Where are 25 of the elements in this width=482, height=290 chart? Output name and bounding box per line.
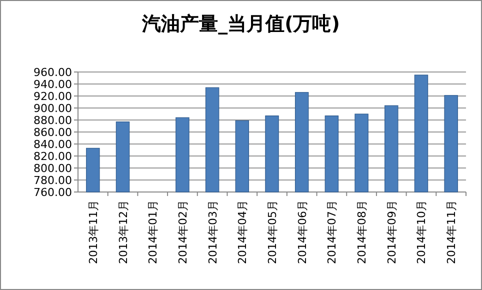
x-tick-label: 2013年11月 bbox=[86, 200, 100, 264]
y-tick-label: 940.00 bbox=[34, 78, 72, 91]
chart-title: 汽油产量_当月值(万吨) bbox=[141, 13, 340, 35]
x-tick-label: 2014年02月 bbox=[176, 200, 190, 264]
x-tick-label: 2014年07月 bbox=[326, 200, 339, 264]
y-tick-label: 780.00 bbox=[34, 174, 72, 187]
x-tick-label: 2014年03月 bbox=[206, 200, 220, 264]
x-tick-label: 2014年11月 bbox=[445, 200, 458, 264]
y-tick-label: 960.00 bbox=[34, 66, 72, 79]
y-tick-label: 840.00 bbox=[34, 138, 72, 151]
x-tick-label: 2014年09月 bbox=[385, 200, 398, 264]
y-tick-label: 800.00 bbox=[34, 162, 72, 175]
x-tick-label: 2013年12月 bbox=[116, 200, 130, 264]
y-tick-label: 760.00 bbox=[34, 186, 72, 199]
x-tick-label: 2014年08月 bbox=[356, 200, 369, 264]
x-tick-label: 2014年10月 bbox=[415, 200, 428, 264]
x-tick-label: 2014年01月 bbox=[146, 200, 160, 264]
x-tick-label: 2014年05月 bbox=[266, 200, 279, 264]
y-tick-label: 900.00 bbox=[34, 102, 72, 115]
y-tick-label: 920.00 bbox=[34, 90, 72, 103]
x-tick-label: 2014年04月 bbox=[236, 200, 250, 264]
y-tick-label: 860.00 bbox=[34, 126, 72, 139]
y-tick-label: 820.00 bbox=[34, 150, 72, 163]
y-tick-label: 880.00 bbox=[34, 114, 72, 127]
x-tick-label: 2014年06月 bbox=[296, 200, 309, 264]
